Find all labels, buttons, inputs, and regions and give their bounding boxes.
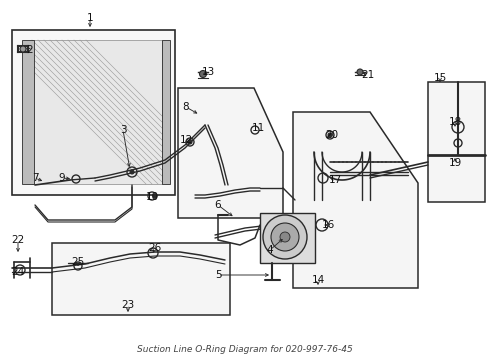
Circle shape xyxy=(328,133,332,137)
Circle shape xyxy=(280,232,290,242)
Text: 16: 16 xyxy=(321,220,335,230)
Text: 25: 25 xyxy=(72,257,85,267)
Bar xyxy=(12,30,175,195)
Bar xyxy=(22,40,34,184)
Polygon shape xyxy=(293,112,418,288)
Text: 3: 3 xyxy=(120,125,126,135)
Text: 21: 21 xyxy=(362,70,375,80)
Text: 12: 12 xyxy=(179,135,193,145)
Text: 17: 17 xyxy=(328,175,342,185)
Text: 2: 2 xyxy=(26,45,33,55)
Text: 4: 4 xyxy=(267,245,273,255)
Text: 14: 14 xyxy=(311,275,325,285)
Text: 23: 23 xyxy=(122,300,135,310)
Text: 19: 19 xyxy=(448,158,462,168)
Text: 13: 13 xyxy=(201,67,215,77)
Text: 18: 18 xyxy=(448,117,462,127)
Text: 1: 1 xyxy=(87,13,93,23)
Polygon shape xyxy=(178,88,283,218)
Text: 15: 15 xyxy=(433,73,446,83)
Bar xyxy=(52,243,230,315)
Text: 11: 11 xyxy=(251,123,265,133)
Circle shape xyxy=(271,223,299,251)
Text: 10: 10 xyxy=(146,192,159,202)
Text: 20: 20 xyxy=(325,130,339,140)
Circle shape xyxy=(199,71,206,77)
Text: 22: 22 xyxy=(11,235,24,245)
Text: 6: 6 xyxy=(215,200,221,210)
Text: 5: 5 xyxy=(215,270,221,280)
Text: 26: 26 xyxy=(148,243,162,253)
Bar xyxy=(162,40,170,184)
Bar xyxy=(32,40,162,184)
Circle shape xyxy=(263,215,307,259)
Bar xyxy=(428,82,485,202)
Circle shape xyxy=(20,46,26,52)
Text: 9: 9 xyxy=(59,173,65,183)
Circle shape xyxy=(357,69,363,75)
Circle shape xyxy=(130,170,134,174)
Text: 7: 7 xyxy=(32,173,38,183)
Circle shape xyxy=(153,194,157,198)
Circle shape xyxy=(188,140,192,144)
Text: Suction Line O-Ring Diagram for 020-997-76-45: Suction Line O-Ring Diagram for 020-997-… xyxy=(137,346,353,355)
Text: 24: 24 xyxy=(11,267,24,277)
Bar xyxy=(260,213,315,263)
Text: 8: 8 xyxy=(183,102,189,112)
